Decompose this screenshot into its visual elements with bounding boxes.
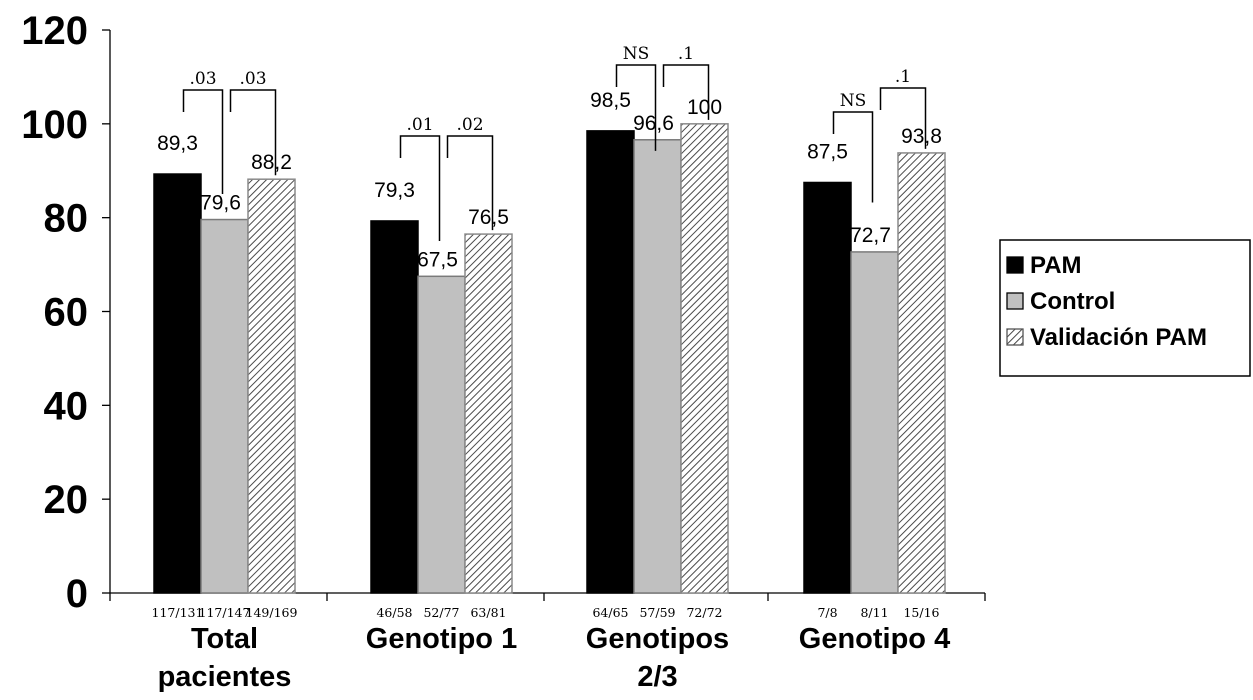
- legend-label: Validación PAM: [1030, 324, 1207, 351]
- legend-swatch: [1006, 256, 1024, 274]
- category-label: Genotipo 1: [366, 623, 517, 655]
- count-label: 63/81: [470, 605, 506, 620]
- bar: [850, 251, 899, 594]
- value-label: 76,5: [468, 206, 509, 229]
- value-labels: 89,3 117/131 79,3 46/58 98,5 64/65 87,5 7/8 79,6…: [152, 89, 942, 620]
- axes: 0 20 40 60 80 100 120 Total pacientes Genotipo 1 G…: [21, 9, 986, 693]
- value-label: 79,6: [200, 192, 241, 215]
- bar: [897, 152, 946, 594]
- significance-bracket: [399, 135, 441, 241]
- category-label: Genotipos: [586, 623, 729, 655]
- count-label: 72/72: [686, 605, 722, 620]
- legend-swatch: [1006, 328, 1024, 346]
- value-label: 79,3: [374, 179, 415, 202]
- value-label: 87,5: [807, 140, 848, 163]
- significance-bracket: [182, 89, 224, 195]
- count-label: 8/11: [860, 605, 888, 620]
- category-label: pacientes: [158, 661, 292, 693]
- bars: [153, 123, 946, 594]
- bar: [200, 218, 249, 594]
- count-label: 15/16: [903, 605, 939, 620]
- value-label: 72,7: [850, 224, 891, 247]
- p-value-label: .1: [895, 67, 911, 87]
- significance-bracket: [832, 111, 874, 203]
- value-label: 93,8: [901, 125, 942, 148]
- significance-bracket: [446, 135, 494, 231]
- y-tick-label: 40: [44, 384, 89, 428]
- legend-label: Control: [1030, 288, 1115, 315]
- bar: [633, 139, 682, 594]
- count-label: 52/77: [423, 605, 459, 620]
- significance-brackets: .03 .03 .01 .02 NS .1 NS .1: [182, 44, 927, 241]
- bar: [417, 275, 466, 594]
- value-label: 67,5: [417, 248, 458, 271]
- bar: [247, 178, 296, 594]
- y-tick-label: 0: [66, 572, 88, 616]
- value-label: 100: [687, 96, 722, 119]
- count-label: 117/147: [199, 605, 251, 620]
- value-label: 89,3: [157, 132, 198, 155]
- count-label: 7/8: [817, 605, 837, 620]
- count-label: 57/59: [639, 605, 675, 620]
- significance-bracket: [662, 64, 710, 120]
- bar: [370, 220, 419, 594]
- bar: [586, 130, 635, 594]
- value-label: 96,6: [633, 112, 674, 135]
- bar: [803, 181, 852, 594]
- bar: [680, 123, 729, 594]
- value-label: 88,2: [251, 151, 292, 174]
- y-tick-label: 80: [44, 197, 89, 241]
- count-label: 117/131: [152, 605, 204, 620]
- bar: [464, 233, 513, 594]
- significance-bracket: [879, 87, 927, 149]
- category-label: Genotipo 4: [799, 623, 950, 655]
- p-value-label: .03: [189, 69, 216, 89]
- legend-swatch: [1006, 292, 1024, 310]
- p-value-label: .03: [239, 69, 266, 89]
- significance-bracket: [615, 64, 657, 151]
- legend: PAM Control Validación PAM: [999, 239, 1251, 377]
- count-label: 46/58: [376, 605, 412, 620]
- bar: [153, 173, 202, 594]
- y-tick-label: 120: [21, 9, 88, 53]
- count-label: 149/169: [246, 605, 298, 620]
- count-label: 64/65: [592, 605, 628, 620]
- p-value-label: NS: [623, 44, 650, 64]
- p-value-label: .01: [406, 115, 433, 135]
- category-label: 2/3: [637, 661, 677, 693]
- significance-bracket: [229, 89, 277, 176]
- y-tick-label: 60: [44, 291, 89, 335]
- legend-label: PAM: [1030, 252, 1082, 279]
- p-value-label: .02: [456, 115, 483, 135]
- p-value-label: NS: [840, 91, 867, 111]
- category-label: Total: [191, 623, 258, 655]
- value-label: 98,5: [590, 89, 631, 112]
- y-tick-label: 20: [44, 478, 89, 522]
- y-tick-label: 100: [21, 103, 88, 147]
- p-value-label: .1: [678, 44, 694, 64]
- legend-box: [999, 239, 1251, 377]
